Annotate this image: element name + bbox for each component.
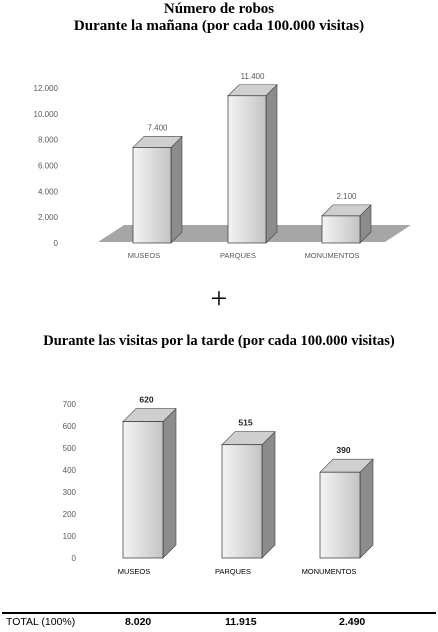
afternoon-ytick-label: 600 [63,422,77,431]
total-monumentos: 2.490 [339,616,366,628]
morning-ytick-label: 0 [54,239,59,248]
morning-chart: 0 2.000 4.000 6.000 8.000 10.000 12.000 7.400 MU… [34,72,411,260]
afternoon-title: Durante las visitas por la tarde (por ca… [43,333,395,349]
afternoon-chart: 0 100 200 300 400 500 600 700 620 MUSEOS 515 PARQUE… [63,395,374,576]
afternoon-category-label: MONUMENTOS [302,567,357,576]
morning-ytick-label: 6.000 [38,162,59,171]
total-parques: 11.915 [225,616,257,628]
morning-ytick-label: 12.000 [34,84,59,93]
afternoon-bar [319,471,361,559]
afternoon-bar-side [261,430,276,559]
afternoon-ytick-label: 700 [63,400,77,409]
afternoon-bar [221,444,263,559]
afternoon-ytick-label: 400 [63,466,77,475]
afternoon-ytick-label: 100 [63,532,77,541]
afternoon-category-label: PARQUES [215,567,251,576]
morning-ytick-label: 8.000 [38,136,59,145]
total-museos: 8.020 [125,616,152,628]
morning-ytick-label: 4.000 [38,187,59,196]
morning-category-label: MONUMENTOS [305,251,360,260]
totals-row: TOTAL (100%) 8.020 11.915 2.490 [0,610,438,632]
morning-bar [227,95,267,244]
morning-bar-side [265,84,278,244]
afternoon-data-label: 390 [336,445,350,455]
afternoon-ytick-label: 200 [63,510,77,519]
morning-ytick-label: 2.000 [38,213,59,222]
afternoon-data-label: 515 [238,418,252,428]
morning-ytick-label: 10.000 [34,110,59,119]
afternoon-bar-side [162,407,177,559]
afternoon-ytick-label: 500 [63,444,77,453]
morning-data-label: 2.100 [336,192,357,201]
morning-category-label: MUSEOS [128,251,161,260]
afternoon-bar [122,421,164,559]
morning-data-label: 7.400 [147,123,168,132]
afternoon-data-label: 620 [139,395,153,405]
totals-divider [2,612,436,614]
afternoon-category-label: MUSEOS [118,567,151,576]
morning-bar [132,147,172,244]
plus-sign: + [210,282,228,315]
morning-subtitle: Durante la mañana (por cada 100.000 visi… [73,18,365,34]
morning-bar-side [170,135,183,244]
afternoon-ytick-label: 300 [63,488,77,497]
morning-data-label: 11.400 [241,72,265,81]
morning-bar [321,215,361,244]
morning-category-label: PARQUES [220,251,256,260]
afternoon-bar-side [359,458,374,559]
totals-label: TOTAL (100%) [6,616,76,628]
chart-title: Número de robos [163,1,275,17]
afternoon-ytick-label: 0 [72,554,77,563]
